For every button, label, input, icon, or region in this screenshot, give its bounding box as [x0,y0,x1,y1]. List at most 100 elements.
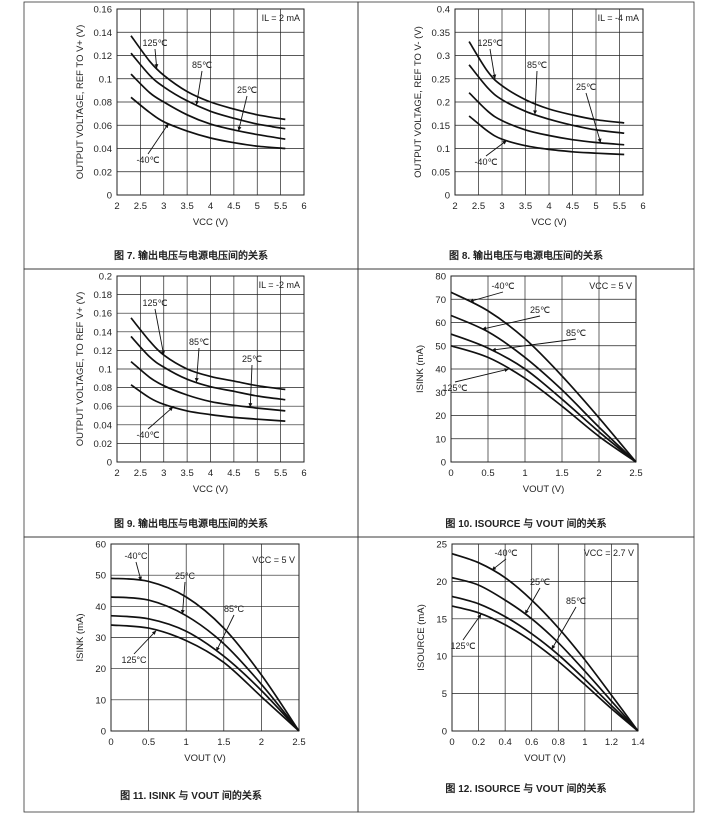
plot-frame [116,275,305,463]
y-tick-label: 0 [107,191,112,202]
x-tick-label: 2 [259,737,264,748]
y-tick-label: 20 [435,411,446,422]
series-label: 85℃ [566,328,586,338]
x-tick-label: 1.4 [631,737,644,748]
arrow-head-icon [237,126,242,131]
x-tick-label: 4.5 [227,201,240,212]
arrow-head-icon [533,110,538,115]
y-tick-label: 50 [435,341,446,352]
x-tick-label: 5.5 [274,468,287,479]
x-tick-label: 0.5 [481,468,494,479]
y-tick-label: 50 [95,571,106,582]
figure-caption: 图 9. 输出电压与电源电压间的关系 [114,517,268,530]
x-tick-label: 0 [449,737,454,748]
y-tick-label: 25 [436,540,447,551]
series-label: 125℃ [442,383,467,393]
series-line [468,64,625,135]
y-tick-label: 0.16 [94,5,113,16]
y-tick-label: 0 [442,727,447,738]
series-leader-line [249,364,253,408]
x-tick-label: 2.5 [134,468,147,479]
y-axis-label: ISINK (mA) [415,345,426,393]
series-leader-line [133,630,157,655]
x-tick-label: 6 [301,201,306,212]
y-tick-label: 40 [95,602,106,613]
x-tick-label: 2.5 [292,737,305,748]
y-tick-label: 0.04 [94,144,113,155]
arrow-head-icon [248,403,253,408]
series-label: -40℃ [494,548,517,558]
arrow-head-icon [154,64,159,69]
x-tick-label: 4 [546,201,551,212]
y-tick-label: 10 [436,652,447,663]
arrow-head-icon [597,138,602,143]
x-tick-label: 6 [640,201,645,212]
series-leader-line [524,587,541,615]
series-label: 25°C [175,571,196,581]
x-tick-label: 3.5 [519,201,532,212]
chart-9: 2 2.5 3 3.5 4 4.5 5 5.5 6 0 0.02 0.04 0.06 0.08 0.1 0.1… [23,268,359,538]
y-tick-label: 0.08 [94,98,113,109]
x-tick-label: 0 [448,468,453,479]
x-tick-label: 2.5 [629,468,642,479]
y-tick-label: 0.35 [432,28,451,39]
series-line [451,605,639,732]
series-label: 25℃ [576,82,596,92]
series-line [130,360,286,412]
arrow-head-icon [504,368,509,372]
series-line [110,596,300,732]
series-leader-line [147,406,174,430]
x-tick-label: 3.5 [181,468,194,479]
series-line [450,344,637,463]
x-axis-label: VCC (V) [193,484,228,495]
plot-frame [451,543,639,732]
x-tick-label: 5.5 [613,201,626,212]
series-label: -40℃ [474,157,497,167]
y-tick-label: 0.2 [437,98,450,109]
series-label: 25℃ [530,577,550,587]
x-axis-label: VOUT (V) [523,484,565,495]
y-tick-label: 0 [445,191,450,202]
series-leader-line [585,92,602,143]
chart-11: 0 0.5 1 1.5 2 2.5 0 10 20 30 40 50 60 VOUT (V) ISINK (… [23,536,359,813]
series-leader-line [454,368,509,383]
condition-label: VCC = 5 V [252,555,295,565]
series-label: 125°C [121,655,147,665]
series-label: 125℃ [142,38,167,48]
arrow-head-icon [151,630,157,635]
y-tick-label: 10 [95,695,106,706]
x-tick-label: 0.5 [142,737,155,748]
y-axis-label: OUTPUT VOLTAGE, REF TO V+ (V) [75,25,86,180]
series-line [110,624,300,732]
x-tick-label: 3 [161,201,166,212]
arrow-head-icon [161,350,165,356]
series-line [110,577,300,732]
series-line [130,317,286,391]
series-leader-line [215,614,235,652]
series-line [130,384,286,422]
series-line [450,333,637,463]
series-line [130,35,286,121]
x-tick-label: 2 [596,468,601,479]
arrow-head-icon [491,347,496,352]
y-tick-label: 0 [441,458,446,469]
series-leader-line [196,347,200,383]
y-tick-label: 30 [435,388,446,399]
x-tick-label: 5 [255,201,260,212]
plot-frame [454,8,644,196]
series-label: -40°C [124,551,148,561]
y-tick-label: 60 [95,540,106,551]
series-leader-line [462,613,482,641]
figure-caption: 图 8. 输出电压与电源电压间的关系 [449,249,603,262]
series-line [468,41,625,124]
x-tick-label: 1 [582,737,587,748]
x-tick-label: 0.2 [472,737,485,748]
x-tick-label: 1.5 [555,468,568,479]
y-tick-label: 5 [442,689,447,700]
series-label: 85℃ [566,596,586,606]
y-axis-label: ISOURCE (mA) [416,604,427,671]
series-label: -40℃ [491,281,514,291]
series-label: 25℃ [242,354,262,364]
series-label: 25℃ [530,305,550,315]
